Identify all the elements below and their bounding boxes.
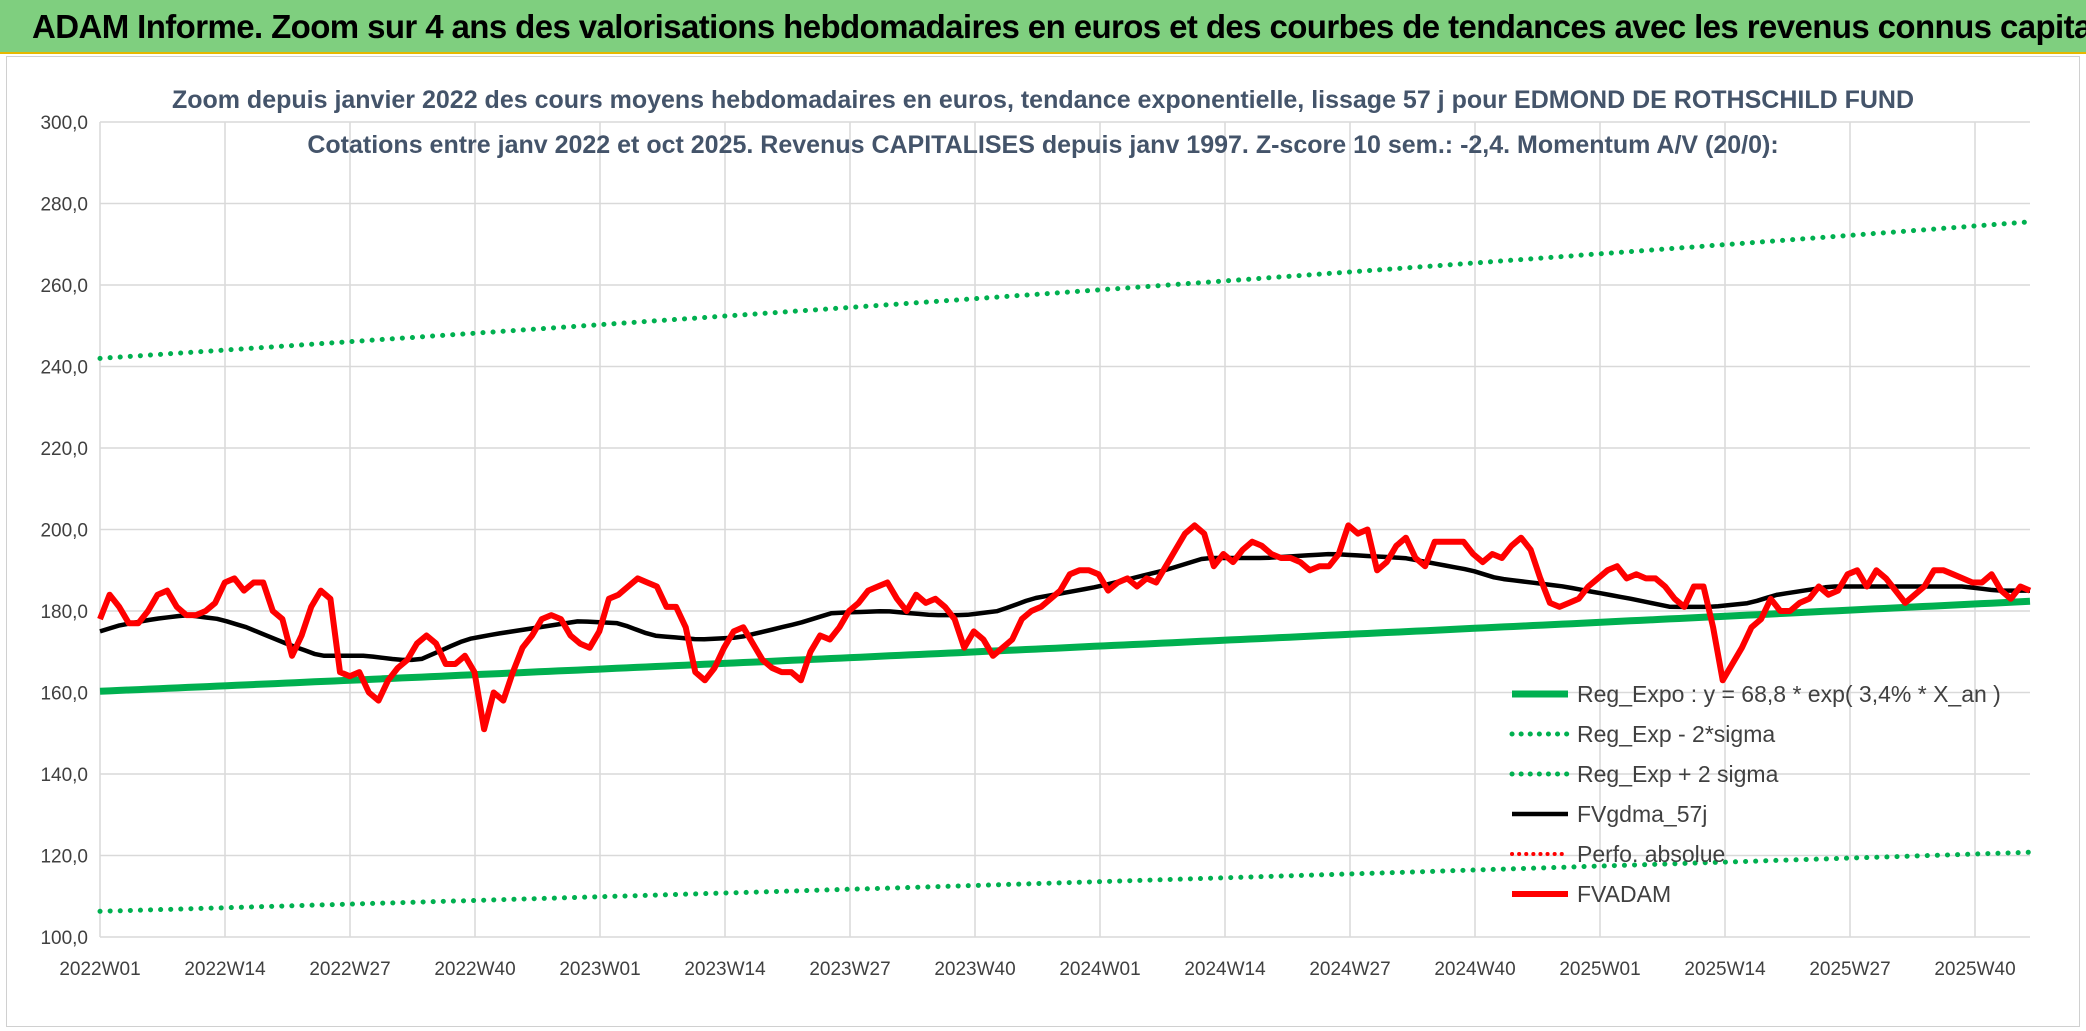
price-line <box>97 522 2032 733</box>
y-tick-label: 180,0 <box>40 602 88 623</box>
x-tick-label: 2023W01 <box>559 959 640 980</box>
legend-label: Reg_Expo : y = 68,8 * exp( 3,4% * X_an ) <box>1577 681 2001 707</box>
chart-title-line-2: Cotations entre janv 2022 et oct 2025. R… <box>307 131 1778 159</box>
y-tick-label: 220,0 <box>40 439 88 460</box>
y-tick-label: 280,0 <box>40 195 88 216</box>
x-tick-label: 2025W14 <box>1684 959 1766 980</box>
y-tick-label: 200,0 <box>40 521 88 542</box>
x-tick-label: 2023W14 <box>684 959 766 980</box>
x-tick-label: 2023W40 <box>934 959 1015 980</box>
y-tick-label: 100,0 <box>40 928 88 949</box>
chart-frame <box>6 56 2080 1027</box>
chart-title-line-1: Zoom depuis janvier 2022 des cours moyen… <box>172 86 1914 114</box>
chart-series <box>97 219 2033 914</box>
x-tick-label: 2022W27 <box>309 959 390 980</box>
chart-legend: Reg_Expo : y = 68,8 * exp( 3,4% * X_an )… <box>1509 681 2001 907</box>
y-tick-label: 260,0 <box>40 276 88 297</box>
legend-label: FVgdma_57j <box>1577 801 1707 827</box>
x-tick-label: 2022W14 <box>184 959 266 980</box>
lower-band-line <box>97 849 2033 914</box>
x-tick-label: 2024W40 <box>1434 959 1515 980</box>
x-tick-label: 2024W14 <box>1184 959 1266 980</box>
x-tick-label: 2024W01 <box>1059 959 1140 980</box>
y-tick-label: 160,0 <box>40 684 88 705</box>
x-tick-label: 2022W01 <box>59 959 140 980</box>
x-tick-label: 2025W40 <box>1934 959 2015 980</box>
y-tick-label: 300,0 <box>40 113 88 134</box>
legend-label: FVADAM <box>1577 881 1671 907</box>
x-tick-label: 2022W40 <box>434 959 515 980</box>
x-tick-label: 2025W27 <box>1809 959 1890 980</box>
report-title: ADAM Informe. Zoom sur 4 ans des valoris… <box>32 8 2086 45</box>
y-axis: 100,0 120,0 140,0 160,0 180,0 200,0 220,0 240,0… <box>40 113 88 949</box>
x-tick-label: 2023W27 <box>809 959 890 980</box>
legend-label: Reg_Exp + 2 sigma <box>1577 761 1779 787</box>
x-axis: 2022W01 2022W14 2022W27 2022W40 2023W01 2023W… <box>59 959 2015 980</box>
report-banner: ADAM Informe. Zoom sur 4 ans des valoris… <box>0 0 2086 54</box>
x-tick-label: 2024W27 <box>1309 959 1390 980</box>
legend-label: Perfo. absolue <box>1577 841 1725 867</box>
x-tick-label: 2025W01 <box>1559 959 1640 980</box>
upper-band-line <box>97 219 2033 361</box>
y-tick-label: 140,0 <box>40 765 88 786</box>
y-tick-label: 240,0 <box>40 358 88 379</box>
legend-label: Reg_Exp - 2*sigma <box>1577 721 1775 747</box>
y-tick-label: 120,0 <box>40 847 88 868</box>
